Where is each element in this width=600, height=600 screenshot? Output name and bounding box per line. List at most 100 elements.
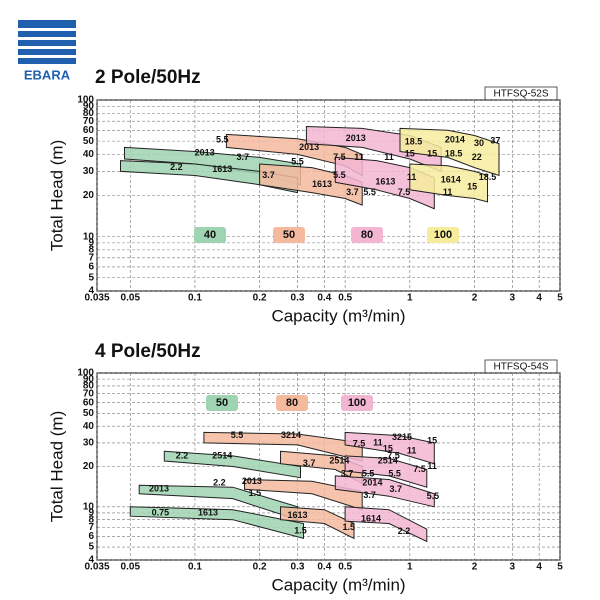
annotation: 15 (427, 149, 437, 159)
legend-swatch (276, 395, 308, 411)
annotation: 1.5 (343, 522, 356, 532)
legend-label: 80 (286, 397, 298, 409)
annotation: 15 (467, 182, 477, 192)
y-tick-label: 4 (88, 555, 94, 566)
annotation: 2.2 (213, 478, 226, 488)
legend-label: 50 (283, 229, 295, 241)
y-tick-label: 5 (88, 272, 94, 283)
annotation: 5.5 (291, 157, 304, 167)
annotation: 3214 (281, 430, 301, 440)
y-tick-label: 60 (83, 125, 95, 136)
y-tick-label: 7 (88, 522, 94, 533)
x-tick-label: 0.3 (291, 562, 305, 573)
x-tick-label: 4 (536, 293, 542, 304)
legend-swatch (194, 227, 226, 243)
annotation: 5.5 (388, 468, 401, 478)
x-tick-label: 0.1 (188, 293, 202, 304)
annotation: 11 (373, 437, 383, 447)
annotation: 18.5 (479, 172, 497, 182)
x-tick-label: 4 (536, 562, 542, 573)
y-axis-label: Total Head (m) (47, 140, 66, 251)
annotation: 3.7 (363, 490, 376, 500)
x-tick-label: 0.3 (291, 293, 305, 304)
annotation: 11 (407, 172, 417, 182)
x-axis-label: Capacity (m³/min) (271, 575, 405, 594)
x-tick-label: 0.5 (338, 293, 352, 304)
performance-band (120, 160, 298, 194)
y-tick-label: 10 (83, 501, 95, 512)
legend-label: 100 (434, 229, 452, 241)
legend-label: 100 (348, 397, 366, 409)
annotation: 2514 (378, 455, 398, 465)
logo: EBARA (18, 20, 76, 82)
performance-band (334, 475, 435, 508)
annotation: 5.5 (333, 170, 346, 180)
annotation: 5.5 (216, 134, 229, 144)
model-label: HTFSQ-54S (493, 362, 548, 373)
y-tick-label: 40 (83, 149, 95, 160)
performance-band (409, 163, 488, 203)
annotation: 5.5 (427, 491, 440, 501)
annotation: 18.5 (405, 137, 423, 147)
chart-title: 2 Pole/50Hz (95, 67, 201, 88)
y-tick-label: 100 (77, 368, 94, 379)
performance-band (344, 431, 435, 465)
annotation: 3.7 (237, 152, 250, 162)
annotation: 37 (490, 136, 500, 146)
annotation: 3.7 (303, 458, 316, 468)
annotation: 15 (383, 443, 393, 453)
y-tick-label: 10 (83, 231, 95, 242)
x-tick-label: 0.2 (253, 293, 267, 304)
y-tick-label: 7 (88, 252, 94, 263)
annotation: 7.5 (353, 438, 366, 448)
performance-band (280, 506, 355, 540)
annotation: 2.2 (176, 450, 189, 460)
y-tick-label: 6 (88, 531, 94, 542)
annotation: 7.5 (333, 152, 346, 162)
annotation: 2514 (329, 455, 349, 465)
y-tick-label: 20 (83, 461, 95, 472)
annotation: 2.2 (170, 162, 183, 172)
annotation: 3.7 (389, 484, 402, 494)
y-tick-label: 4 (88, 286, 94, 297)
y-axis-label: Total Head (m) (47, 411, 66, 522)
annotation: 11 (407, 446, 417, 456)
x-tick-label: 5 (557, 293, 563, 304)
annotation: 1613 (198, 507, 218, 517)
y-tick-label: 30 (83, 166, 95, 177)
legend-label: 50 (216, 397, 228, 409)
y-tick-label: 80 (83, 381, 95, 392)
annotation: 2013 (299, 142, 319, 152)
legend-swatch (427, 227, 459, 243)
annotation: 15 (427, 435, 437, 445)
legend-label: 80 (361, 229, 373, 241)
x-tick-label: 0.4 (317, 562, 331, 573)
annotation: 1614 (441, 174, 461, 184)
annotation: 1613 (375, 177, 395, 187)
y-tick-label: 40 (83, 421, 95, 432)
legend-swatch (341, 395, 373, 411)
x-axis-label: Capacity (m³/min) (271, 306, 405, 325)
x-tick-label: 0.05 (121, 293, 141, 304)
annotation: 11 (427, 461, 437, 471)
x-tick-label: 0.1 (188, 562, 202, 573)
logo-stripe (18, 55, 76, 58)
annotation: 3.7 (346, 187, 359, 197)
x-tick-label: 1 (407, 293, 413, 304)
performance-band (344, 506, 428, 543)
annotation: 5.5 (231, 430, 244, 440)
annotation: 1613 (312, 179, 332, 189)
annotation: 2.2 (398, 526, 411, 536)
y-tick-label: 30 (83, 438, 95, 449)
model-label: HTFSQ-52S (493, 89, 548, 100)
annotation: 2014 (362, 478, 382, 488)
legend-swatch (206, 395, 238, 411)
x-tick-label: 3 (510, 562, 516, 573)
logo-stripe (18, 37, 76, 40)
logo-text: EBARA (24, 67, 71, 82)
x-tick-label: 2 (472, 293, 478, 304)
y-tick-label: 8 (88, 514, 94, 525)
performance-band (129, 506, 304, 540)
x-tick-label: 0.035 (84, 293, 109, 304)
